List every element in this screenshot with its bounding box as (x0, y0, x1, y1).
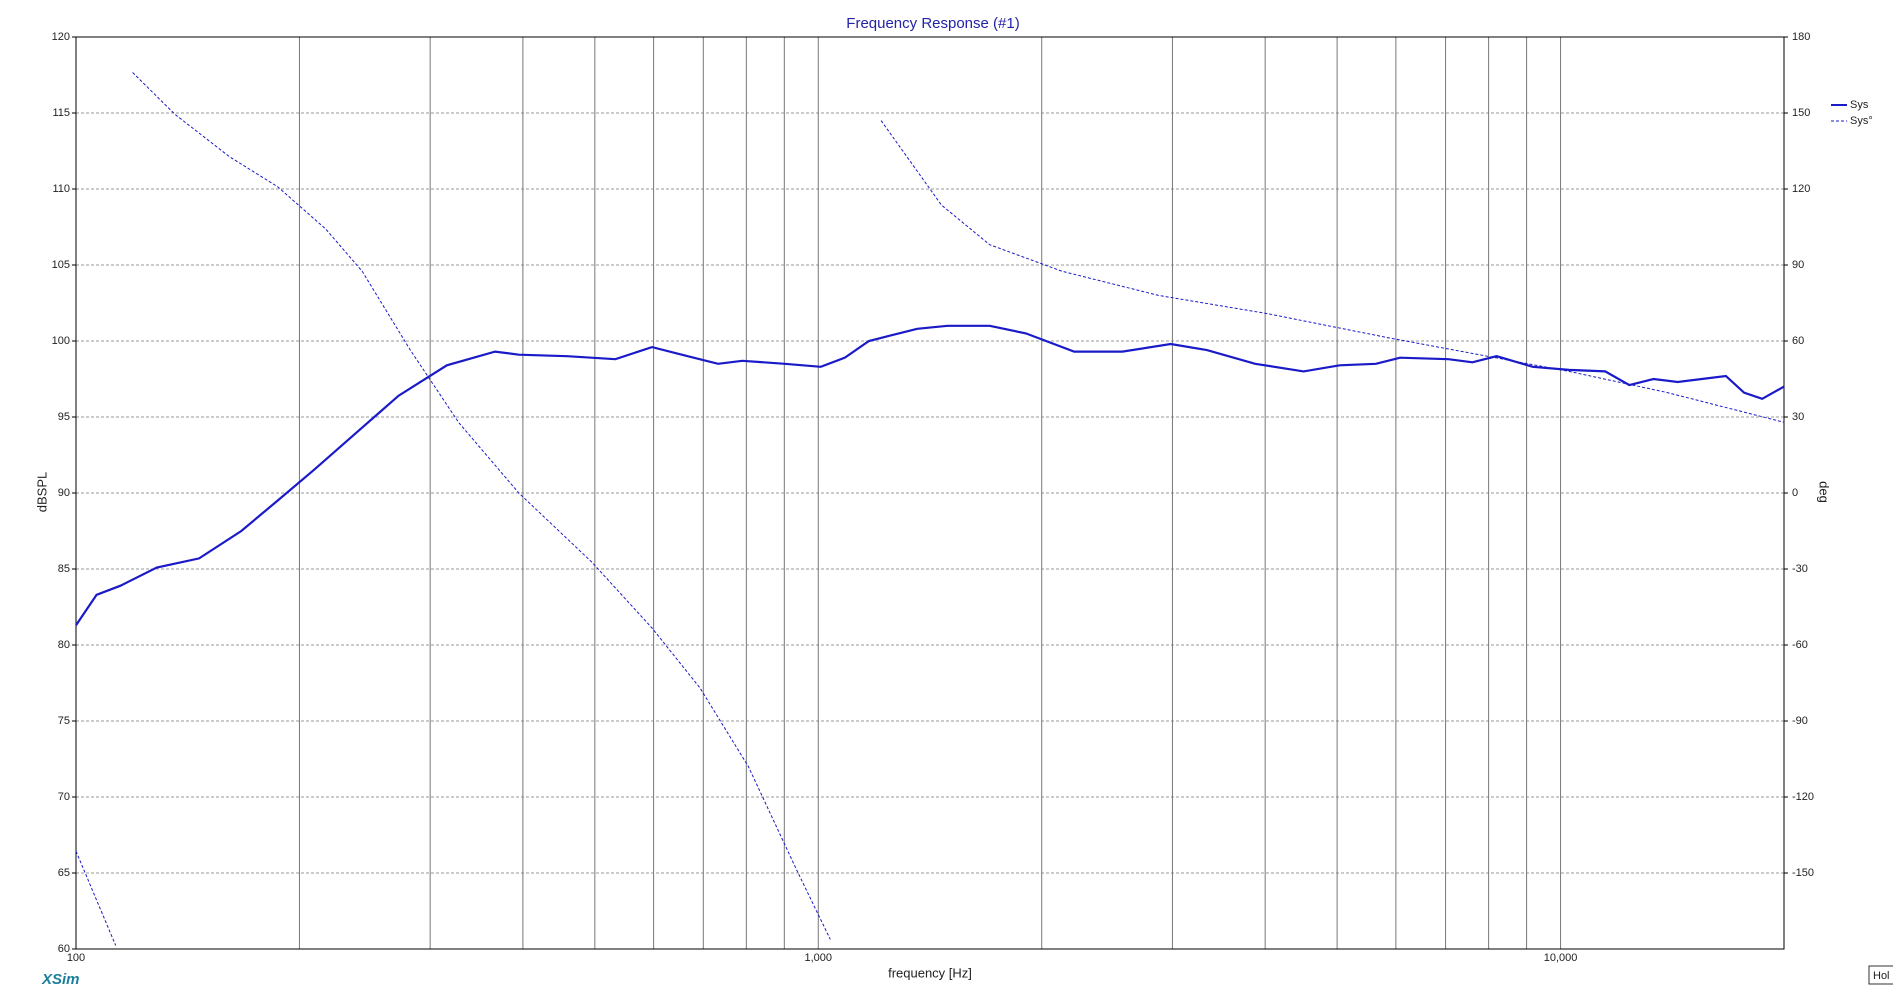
y2-tick-label: -90 (1792, 715, 1808, 727)
y2-tick-label: -150 (1792, 867, 1814, 879)
x-axis-title: frequency [Hz] (888, 965, 972, 980)
y2-tick-label: 0 (1792, 487, 1798, 499)
y-tick-label: 95 (58, 411, 70, 423)
plot-border (75, 36, 1785, 950)
y2-tick-label: 60 (1792, 335, 1804, 347)
chart-title: Frequency Response (#1) (846, 15, 1019, 32)
brand: XSim (41, 971, 80, 988)
y2-tick-label: 30 (1792, 411, 1804, 423)
status-text: Hol (1873, 970, 1890, 982)
y2-tick-label: 90 (1792, 259, 1804, 271)
y-axis-title: dBSPL (34, 472, 49, 512)
y-tick-label: 75 (58, 715, 70, 727)
legend-label: Sys° (1850, 115, 1873, 127)
y2-tick-label: 180 (1792, 31, 1810, 43)
y-tick-label: 80 (58, 639, 70, 651)
y2-axis-title: deg (1817, 481, 1832, 503)
y-tick-label: 115 (52, 107, 70, 119)
y-tick-label: 85 (58, 563, 70, 575)
legend-label: Sys (1850, 99, 1869, 111)
y-tick-label: 60 (58, 943, 70, 955)
y2-tick-label: 150 (1792, 107, 1810, 119)
y-tick-label: 90 (58, 487, 70, 499)
y2-tick-label: 120 (1792, 183, 1810, 195)
series-line (75, 72, 1785, 946)
x-tick-label: 10,000 (1544, 952, 1578, 964)
status-box (1868, 965, 1893, 985)
series-line (75, 324, 1785, 626)
y2-tick-label: -60 (1792, 639, 1808, 651)
y2-tick-label: -120 (1792, 791, 1814, 803)
y-tick-label: 65 (58, 867, 70, 879)
y-tick-label: 100 (52, 335, 70, 347)
y-tick-label: 105 (52, 259, 70, 271)
y-tick-label: 120 (52, 31, 70, 43)
y2-tick-label: -30 (1792, 563, 1808, 575)
x-tick-label: 100 (67, 952, 85, 964)
y-tick-label: 70 (58, 791, 70, 803)
x-tick-label: 1,000 (805, 952, 833, 964)
y-tick-label: 110 (52, 183, 70, 195)
